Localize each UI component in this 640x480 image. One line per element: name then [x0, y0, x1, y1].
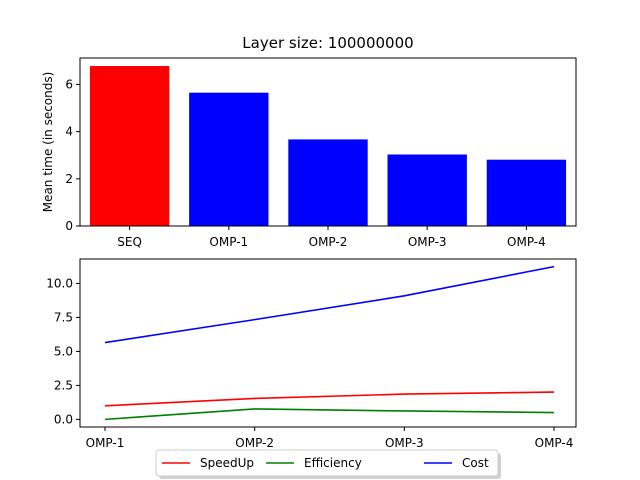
- bar-chart-bars: [89, 66, 567, 227]
- x-tick-label: OMP-1: [209, 235, 248, 249]
- y-tick-label: 0.0: [54, 412, 73, 426]
- y-tick-label: 2.5: [54, 378, 73, 392]
- bar-chart-x-ticks: SEQ OMP-1 OMP-2 OMP-3 OMP-4: [117, 226, 546, 249]
- x-tick-label: OMP-1: [86, 436, 125, 450]
- bar-chart-y-ticks: 0 2 4 6: [65, 77, 80, 233]
- y-tick-label: 7.5: [54, 310, 73, 324]
- line-chart-frame: [79, 258, 577, 428]
- line-chart-series: [104, 265, 555, 421]
- bar-omp-4: [486, 159, 567, 226]
- y-tick-label: 10.0: [46, 276, 73, 290]
- bar-chart-title: Layer size: 100000000: [242, 34, 413, 52]
- legend-box: [155, 449, 499, 477]
- y-tick-label: 5.0: [54, 344, 73, 358]
- legend-label-cost: Cost: [462, 456, 489, 470]
- bar-chart-frame: [79, 57, 577, 227]
- bar-seq: [89, 66, 170, 227]
- x-tick-label: OMP-2: [235, 436, 274, 450]
- line-chart-x-ticks: OMP-1 OMP-2 OMP-3 OMP-4: [86, 427, 574, 450]
- legend-label-speedup: SpeedUp: [200, 456, 254, 470]
- legend-items: SpeedUp Efficiency Cost: [162, 456, 489, 470]
- x-tick-label: OMP-3: [408, 235, 447, 249]
- legend-label-efficiency: Efficiency: [304, 456, 362, 470]
- line-chart: 0.0 2.5 5.0 7.5 10.0 OMP-1 OMP-2 OMP-3 OMP-4: [46, 258, 577, 450]
- x-tick-label: OMP-4: [535, 436, 574, 450]
- x-tick-label: OMP-4: [507, 235, 546, 249]
- bar-chart-ylabel: Mean time (in seconds): [41, 72, 55, 213]
- line-chart-y-ticks: 0.0 2.5 5.0 7.5 10.0: [46, 276, 80, 426]
- x-tick-label: OMP-3: [385, 436, 424, 450]
- bar-omp-1: [189, 92, 269, 226]
- y-tick-label: 4: [65, 125, 73, 139]
- bar-omp-3: [387, 154, 467, 226]
- x-tick-label: OMP-2: [309, 235, 348, 249]
- x-tick-label: SEQ: [117, 235, 142, 249]
- series-line-efficiency: [104, 408, 555, 421]
- y-tick-label: 0: [65, 219, 73, 233]
- line-chart-legend: SpeedUp Efficiency Cost: [155, 449, 501, 479]
- y-tick-label: 6: [65, 77, 73, 91]
- bar-omp-2: [288, 139, 368, 226]
- bar-chart: Layer size: 100000000 Mean time (in seco…: [41, 34, 577, 249]
- series-line-cost: [104, 265, 555, 344]
- series-line-speedup: [104, 391, 555, 407]
- y-tick-label: 2: [65, 172, 73, 186]
